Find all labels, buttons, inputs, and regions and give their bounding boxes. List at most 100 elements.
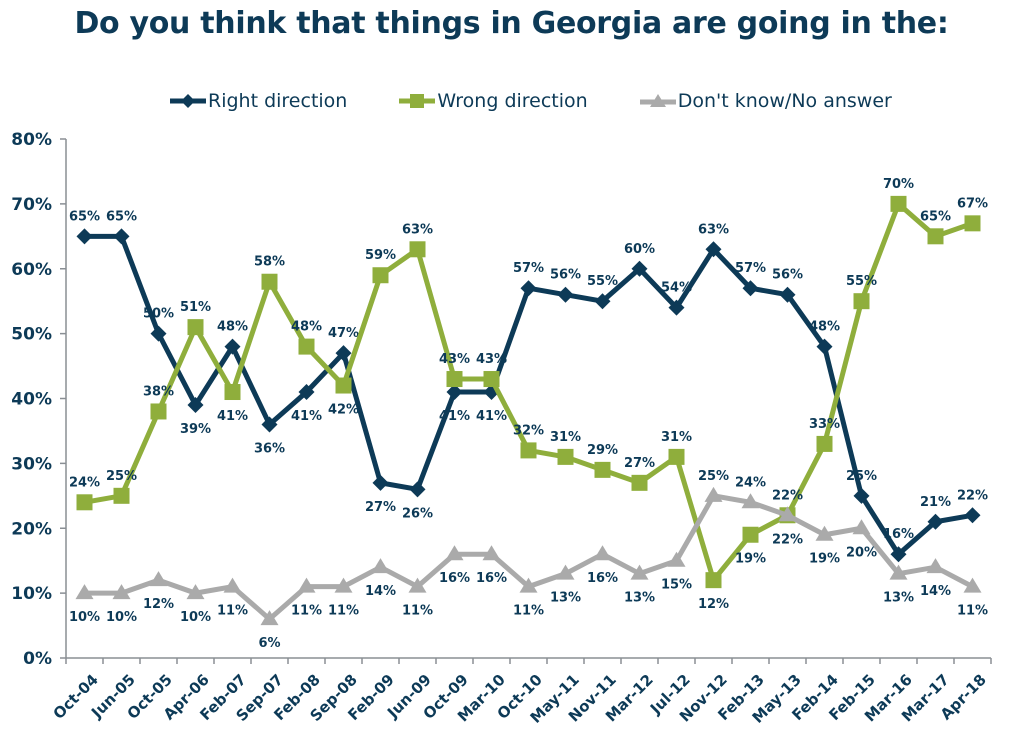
data-point-square xyxy=(187,319,204,336)
data-point-diamond xyxy=(594,293,611,310)
data-label: 57% xyxy=(735,261,766,276)
data-label: 39% xyxy=(180,422,211,437)
data-point-square xyxy=(76,494,93,511)
data-label: 16% xyxy=(439,571,470,586)
y-tick-label: 50% xyxy=(11,325,52,345)
data-label: 41% xyxy=(476,409,507,424)
data-point-square xyxy=(742,526,759,543)
data-label: 14% xyxy=(365,584,396,599)
data-label: 31% xyxy=(661,430,692,445)
data-label: 51% xyxy=(180,300,211,315)
data-point-square xyxy=(372,267,389,284)
data-point-square xyxy=(927,228,944,245)
data-point-triangle xyxy=(556,564,575,580)
data-label: 55% xyxy=(846,274,877,289)
data-label: 25% xyxy=(846,469,877,484)
data-label: 16% xyxy=(883,527,914,542)
data-label: 27% xyxy=(624,456,655,471)
data-label: 26% xyxy=(402,506,433,521)
diamond-marker-icon xyxy=(170,94,206,108)
data-point-triangle xyxy=(852,519,871,535)
data-point-square xyxy=(298,338,315,355)
data-point-triangle xyxy=(408,577,427,593)
data-label: 22% xyxy=(772,532,803,547)
data-point-triangle xyxy=(482,545,501,561)
data-label: 10% xyxy=(180,610,211,625)
data-point-triangle xyxy=(334,577,353,593)
data-label: 19% xyxy=(735,552,766,567)
y-tick-label: 80% xyxy=(11,130,52,150)
legend-label: Right direction xyxy=(208,90,348,112)
data-point-triangle xyxy=(778,506,797,522)
data-point-square xyxy=(816,435,833,452)
y-tick-label: 30% xyxy=(11,454,52,474)
y-tick-label: 20% xyxy=(11,519,52,539)
data-point-triangle xyxy=(741,493,760,509)
data-label: 56% xyxy=(550,268,581,283)
data-point-diamond xyxy=(816,338,833,355)
data-label: 65% xyxy=(106,209,137,224)
data-label: 13% xyxy=(550,591,581,606)
data-point-triangle xyxy=(186,584,205,600)
data-label: 11% xyxy=(402,604,433,619)
data-point-diamond xyxy=(113,228,130,245)
data-point-diamond xyxy=(224,338,241,355)
data-point-square xyxy=(964,215,981,232)
data-label: 22% xyxy=(957,488,988,503)
data-point-triangle xyxy=(223,577,242,593)
y-tick-label: 10% xyxy=(11,584,52,604)
data-point-square xyxy=(409,241,426,258)
data-point-triangle xyxy=(926,558,945,574)
data-point-square xyxy=(594,461,611,478)
data-label: 41% xyxy=(439,409,470,424)
data-point-triangle xyxy=(889,564,908,580)
data-point-diamond xyxy=(187,396,204,413)
data-label: 21% xyxy=(920,495,951,510)
data-label: 24% xyxy=(735,475,766,490)
data-point-diamond xyxy=(705,241,722,258)
data-label: 15% xyxy=(661,578,692,593)
data-label: 65% xyxy=(920,209,951,224)
legend-item-wrong-direction: Wrong direction xyxy=(399,90,588,112)
legend-label: Wrong direction xyxy=(437,90,588,112)
data-point-triangle xyxy=(815,525,834,541)
data-label: 54% xyxy=(661,281,692,296)
data-point-diamond xyxy=(409,481,426,498)
data-point-diamond xyxy=(76,228,93,245)
data-label: 11% xyxy=(291,604,322,619)
legend-item-right-direction: Right direction xyxy=(170,90,347,112)
data-point-square xyxy=(890,195,907,212)
data-point-diamond xyxy=(964,507,981,524)
data-point-triangle xyxy=(667,551,686,567)
data-point-triangle xyxy=(149,571,168,587)
y-tick-label: 40% xyxy=(11,390,52,410)
data-label: 16% xyxy=(476,571,507,586)
y-tick-label: 0% xyxy=(23,649,52,669)
data-point-diamond xyxy=(668,299,685,316)
y-tick-label: 60% xyxy=(11,260,52,280)
data-label: 25% xyxy=(106,469,137,484)
data-label: 60% xyxy=(624,242,655,257)
data-label: 65% xyxy=(69,209,100,224)
data-label: 58% xyxy=(254,255,285,270)
data-point-square xyxy=(446,371,463,388)
data-point-diamond xyxy=(853,487,870,504)
data-point-square xyxy=(853,293,870,310)
data-point-diamond xyxy=(372,474,389,491)
data-label: 59% xyxy=(365,248,396,263)
data-point-triangle xyxy=(630,564,649,580)
data-point-triangle xyxy=(963,577,982,593)
data-label: 27% xyxy=(365,500,396,515)
data-label: 43% xyxy=(476,352,507,367)
data-label: 63% xyxy=(698,222,729,237)
data-point-diamond xyxy=(261,416,278,433)
data-point-diamond xyxy=(742,280,759,297)
data-label: 29% xyxy=(587,443,618,458)
data-point-triangle xyxy=(260,610,279,626)
data-label: 24% xyxy=(69,475,100,490)
data-label: 43% xyxy=(439,352,470,367)
data-label: 33% xyxy=(809,417,840,432)
data-point-diamond xyxy=(150,325,167,342)
data-label: 41% xyxy=(291,409,322,424)
